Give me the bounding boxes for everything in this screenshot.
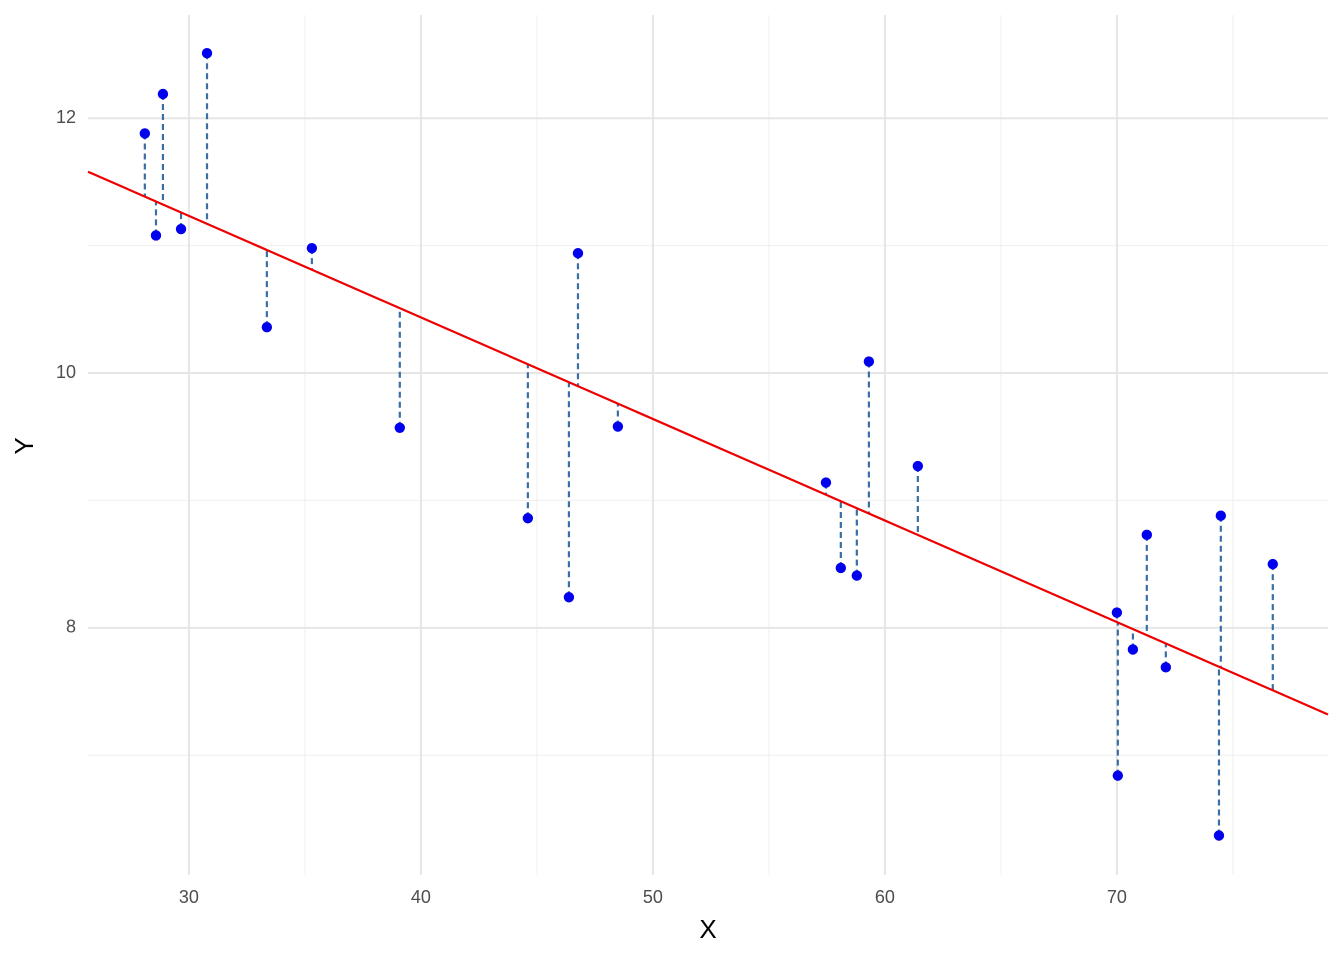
point (563, 592, 575, 603)
x-axis-title: X (699, 914, 716, 944)
x-tick-label: 40 (411, 887, 431, 907)
y-axis-title: Y (9, 437, 39, 454)
point (851, 570, 863, 581)
point (820, 477, 832, 488)
point (1141, 529, 1153, 541)
point (522, 513, 534, 524)
fit-line (87, 170, 1329, 716)
point (150, 230, 162, 241)
point (394, 422, 405, 433)
point (912, 460, 924, 472)
point (863, 356, 875, 367)
point (261, 321, 273, 333)
x-tick-label: 60 (875, 887, 895, 907)
x-tick-label: 30 (179, 887, 199, 907)
grid (88, 15, 1328, 875)
point (1111, 607, 1123, 618)
point (175, 223, 187, 235)
x-tick-label: 70 (1107, 887, 1127, 907)
point (201, 48, 213, 59)
point (139, 128, 151, 139)
point (572, 248, 584, 259)
point (1160, 662, 1172, 673)
y-tick-label: 10 (56, 362, 76, 382)
y-tick-label: 8 (66, 617, 76, 637)
x-tick-label: 50 (643, 887, 663, 907)
point (1112, 770, 1124, 781)
y-tick-label: 12 (56, 107, 76, 127)
point (1215, 510, 1227, 521)
point (306, 242, 318, 254)
point (835, 562, 847, 574)
point (1127, 644, 1139, 655)
point (1213, 830, 1225, 841)
marks (87, 48, 1329, 841)
point (1267, 558, 1278, 570)
point (612, 421, 624, 432)
point (157, 88, 169, 100)
